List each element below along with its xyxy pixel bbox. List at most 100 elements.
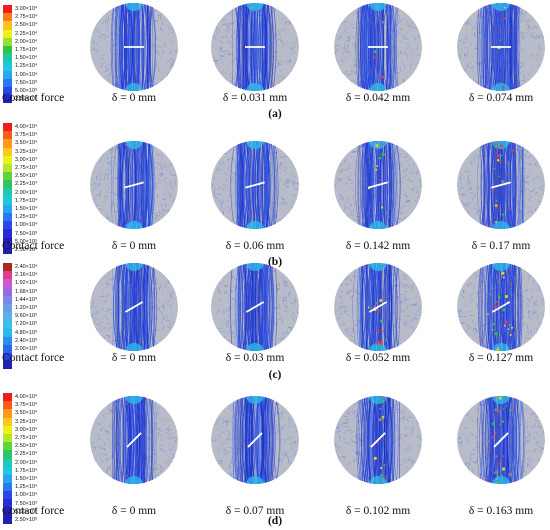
legend-swatch (3, 312, 12, 321)
legend-row: 1.00×10⁴ (3, 221, 37, 230)
disc-particle-image (90, 263, 178, 351)
legend-row: 3.25×10⁴ (3, 417, 38, 426)
legend-swatch (3, 401, 12, 410)
disc-particle-image (211, 141, 299, 229)
legend-row: 2.50×10³ (3, 245, 37, 254)
legend-value: 3.25×10⁴ (15, 418, 38, 425)
legend-row: 1.50×10⁴ (3, 204, 37, 214)
legend-value: 7.50×10³ (15, 79, 37, 86)
legend-row: 1.25×10⁴ (3, 213, 38, 222)
legend-value: 3.25×10⁴ (15, 148, 38, 155)
legend-value: 1.00×10⁴ (15, 71, 38, 78)
disc-particle-image (457, 263, 545, 351)
legend-value: 1.44×10⁴ (15, 296, 38, 303)
legend-row: 4.00×10⁴ (3, 393, 38, 402)
legend: 3.00×10⁴ 2.75×10⁴ 2.50×10⁴ 2.25×10⁴ 2.00×10⁴… (3, 5, 38, 104)
legend-row: 2.00×10⁴ (3, 458, 37, 467)
displacement-caption: δ = 0 mm (111, 352, 157, 364)
legend-swatch (3, 450, 12, 459)
legend-swatch (3, 515, 12, 524)
panel-label: (c) (268, 369, 282, 381)
legend-swatch (3, 45, 12, 55)
legend-value: 2.00×10³ (15, 345, 37, 352)
legend-swatch (3, 139, 12, 148)
displacement-caption: δ = 0 mm (111, 92, 157, 104)
legend-swatch (3, 188, 12, 197)
legend-value: 1.50×10⁴ (15, 55, 38, 62)
disc-particle-image (334, 396, 422, 484)
legend-row: 3.50×10⁴ (3, 409, 38, 418)
legend-row: 5.00×10³ (3, 507, 37, 516)
legend-title: Contact force (2, 240, 65, 252)
legend-row: 1.50×10⁴ (3, 54, 38, 63)
disc-particle-image (211, 396, 299, 484)
legend-swatch (3, 361, 12, 370)
legend-value: 3.00×10⁴ (15, 426, 38, 433)
legend-title: Contact force (2, 92, 65, 104)
panel-b: 4.00×10⁴ 3.75×10⁴ 3.50×10⁴ 3.25×10⁴ 3.00×10⁴… (0, 123, 550, 268)
legend-value: 3.75×10⁴ (15, 132, 38, 139)
legend-swatch (3, 328, 12, 337)
legend-row: 3.25×10⁴ (3, 147, 38, 156)
legend-row: 1.75×10⁴ (3, 196, 38, 205)
legend-row (3, 361, 37, 370)
panel-d: 4.00×10⁴ 3.75×10⁴ 3.50×10⁴ 3.25×10⁴ 3.00×10⁴… (0, 393, 550, 527)
legend-value: 3.00×10⁴ (15, 156, 38, 163)
legend-row: 5.00×10³ (3, 86, 37, 96)
legend-swatch (3, 458, 12, 467)
legend-value: 2.00×10⁴ (15, 38, 38, 45)
legend-value: 1.75×10⁴ (15, 197, 38, 204)
legend-value: 7.20×10³ (15, 321, 37, 328)
legend-swatch (3, 5, 12, 14)
legend-row: 4.80×10³ (3, 328, 37, 337)
legend-swatch (3, 474, 12, 484)
legend-value: 1.25×10⁴ (15, 484, 38, 491)
legend-row: 7.50×10³ (3, 78, 37, 87)
legend-row: 1.20×10⁴ (3, 303, 37, 313)
disc-particle-image (457, 396, 545, 484)
legend-swatch (3, 163, 12, 173)
legend-value: 1.25×10⁴ (15, 214, 38, 221)
displacement-caption: δ = 0.06 mm (225, 240, 285, 252)
legend-row: 2.50×10³ (3, 95, 37, 104)
legend-value: 3.50×10⁴ (15, 140, 38, 147)
legend-swatch (3, 499, 12, 508)
legend-value: 2.16×10⁴ (15, 272, 38, 279)
panel-c: 2.40×10⁴ 2.16×10⁴ 1.92×10⁴ 1.68×10⁴ 1.44×10⁴… (0, 263, 550, 395)
legend-row: 1.75×10⁴ (3, 466, 37, 475)
legend-swatch (3, 86, 12, 96)
legend-value: 2.25×10⁴ (15, 30, 38, 37)
legend-value: 7.50×10³ (15, 500, 37, 507)
legend-value: 2.00×10⁴ (15, 189, 38, 196)
legend-swatch (3, 147, 12, 156)
legend-value: 7.50×10³ (15, 230, 37, 237)
legend-value: 2.25×10⁴ (15, 181, 38, 188)
legend-row: 1.92×10⁴ (3, 279, 37, 288)
legend-row: 3.75×10⁴ (3, 131, 38, 140)
legend-row: 7.20×10³ (3, 320, 37, 329)
legend-value: 1.50×10⁴ (15, 475, 38, 482)
legend-row: 1.25×10⁴ (3, 62, 37, 71)
legend-row: 2.00×10⁴ (3, 188, 38, 197)
legend-row: 7.50×10³ (3, 499, 37, 508)
legend-swatch (3, 295, 12, 304)
legend-row: 3.50×10⁴ (3, 139, 38, 148)
legend-swatch (3, 229, 12, 238)
legend-swatch (3, 204, 12, 214)
disc-particle-image (90, 3, 178, 91)
legend-value: 4.00×10⁴ (15, 394, 38, 401)
legend-swatch (3, 417, 12, 426)
legend-row: 2.00×10³ (3, 344, 37, 354)
disc-particle-image (334, 3, 422, 91)
legend-swatch (3, 95, 12, 104)
legend-swatch (3, 279, 12, 288)
disc-particle-image (90, 141, 178, 229)
legend-value: 1.68×10⁴ (15, 288, 38, 295)
legend-value: 2.75×10⁴ (15, 165, 38, 172)
legend-value: 3.50×10⁴ (15, 410, 38, 417)
legend-row: 2.00×10⁴ (3, 37, 38, 46)
displacement-caption: δ = 0.042 mm (345, 92, 411, 104)
legend-swatch (3, 37, 12, 46)
legend-swatch (3, 409, 12, 418)
displacement-caption: δ = 0.102 mm (345, 505, 411, 517)
